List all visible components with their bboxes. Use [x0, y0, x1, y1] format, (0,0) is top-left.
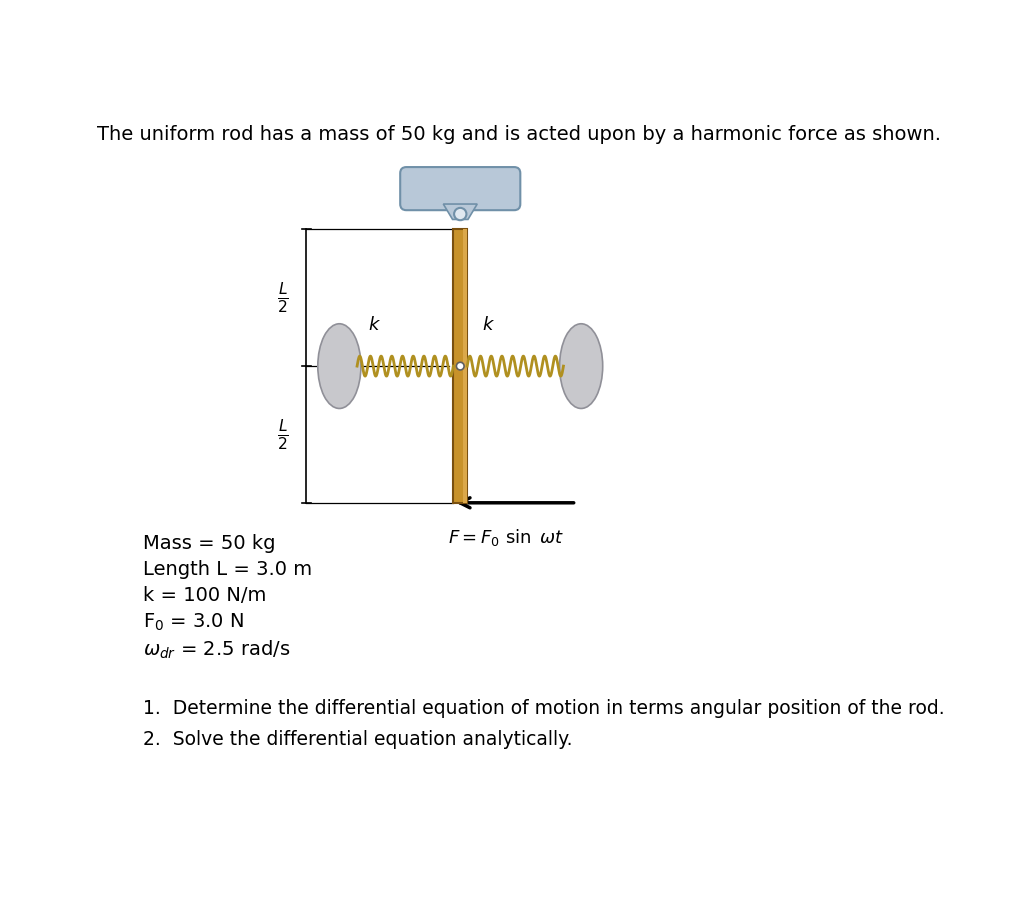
Text: The uniform rod has a mass of 50 kg and is acted upon by a harmonic force as sho: The uniform rod has a mass of 50 kg and …: [97, 126, 941, 145]
Text: 2.  Solve the differential equation analytically.: 2. Solve the differential equation analy…: [143, 730, 572, 749]
Bar: [454, 230, 467, 503]
Circle shape: [454, 208, 466, 220]
FancyBboxPatch shape: [400, 167, 521, 210]
Text: 1.  Determine the differential equation of motion in terms angular position of t: 1. Determine the differential equation o…: [143, 699, 945, 718]
Text: k: k: [482, 316, 493, 333]
Text: $\omega_{dr}$ = 2.5 rad/s: $\omega_{dr}$ = 2.5 rad/s: [143, 639, 291, 660]
Text: Mass = 50 kg: Mass = 50 kg: [143, 534, 276, 553]
Text: $\frac{L}{2}$: $\frac{L}{2}$: [278, 417, 290, 452]
Text: A: A: [474, 195, 487, 213]
Text: k = 100 N/m: k = 100 N/m: [143, 586, 266, 605]
Ellipse shape: [318, 323, 361, 408]
Polygon shape: [444, 204, 477, 220]
Ellipse shape: [559, 323, 603, 408]
Bar: [463, 230, 467, 503]
Text: $\frac{L}{2}$: $\frac{L}{2}$: [278, 281, 290, 315]
Text: k: k: [369, 316, 379, 333]
Text: Length L = 3.0 m: Length L = 3.0 m: [143, 559, 312, 578]
Circle shape: [457, 363, 464, 370]
Text: F$_0$ = 3.0 N: F$_0$ = 3.0 N: [143, 612, 244, 633]
Text: $F = F_0\ \sin\ \omega t$: $F = F_0\ \sin\ \omega t$: [449, 527, 564, 548]
